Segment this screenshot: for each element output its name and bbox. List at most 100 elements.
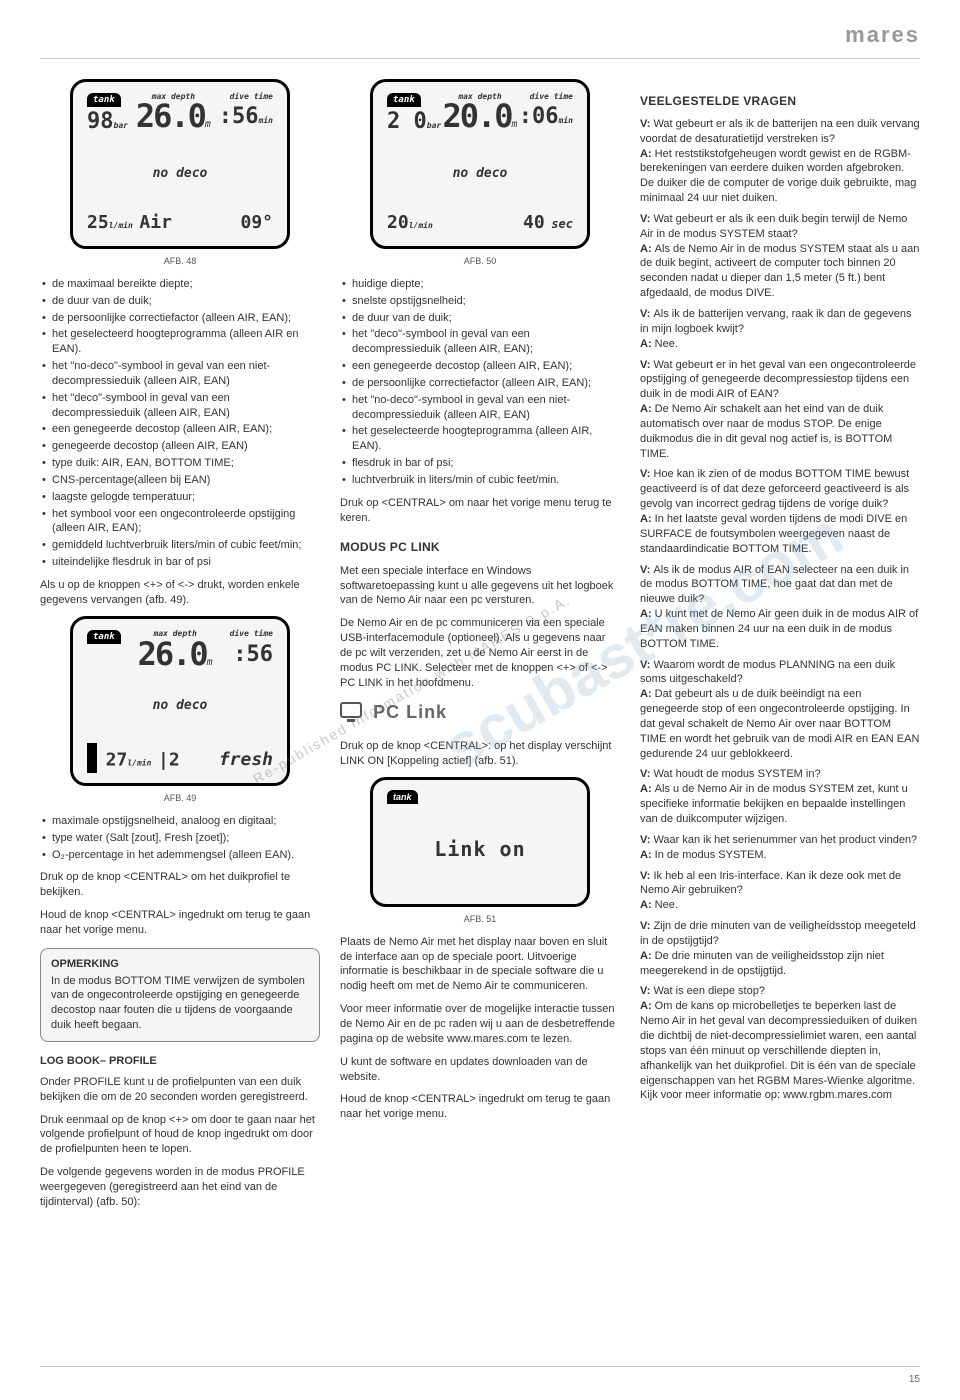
qa-item: V: Hoe kan ik zien of de modus BOTTOM TI… (640, 467, 920, 556)
note-box: OPMERKING In de modus BOTTOM TIME verwij… (40, 948, 320, 1042)
qa-item: V: Ik heb al een Iris-interface. Kan ik … (640, 869, 920, 914)
link-on-text: Link on (387, 836, 573, 863)
lmin-unit: l/min (109, 221, 133, 230)
divetime-value: :06 (519, 104, 559, 129)
paragraph: Houd de knop <CENTRAL> ingedrukt om teru… (40, 908, 320, 938)
list-item: een genegeerde decostop (alleen AIR, EAN… (340, 359, 620, 374)
list-item: type water (Salt [zout], Fresh [zoet]); (40, 831, 320, 846)
tank-label: tank (387, 93, 421, 107)
list-item: laagste gelogde temperatuur; (40, 490, 320, 505)
qa-item: V: Wat gebeurt er in het geval van een o… (640, 358, 920, 462)
list-item: het "deco"-symbool in geval van een deco… (40, 391, 320, 421)
paragraph: Voor meer informatie over de mogelijke i… (340, 1002, 620, 1047)
list-item: het geselecteerde hoogteprogramma (allee… (340, 424, 620, 454)
lmin-value: 27 (106, 749, 128, 770)
slow-icon (87, 743, 97, 773)
list-item: O₂-percentage in het ademmengsel (alleen… (40, 848, 320, 863)
column-3: VEELGESTELDE VRAGEN V: Wat gebeurt er al… (640, 79, 920, 1218)
qa-item: V: Waarom wordt de modus PLANNING na een… (640, 658, 920, 762)
list-item: genegeerde decostop (alleen AIR, EAN) (40, 439, 320, 454)
list-item: het "no-deco"-symbool in geval van een n… (340, 393, 620, 423)
lmin-value: 25 (87, 212, 109, 233)
air-text: Air (139, 212, 172, 233)
divetime-value: :56 (219, 104, 259, 129)
qa-item: V: Wat gebeurt er als ik een duik begin … (640, 212, 920, 301)
list-item: het geselecteerd hoogteprogramma (alleen… (40, 327, 320, 357)
paragraph: Als u op de knoppen <+> of <-> drukt, wo… (40, 578, 320, 608)
divetime-label: dive time (219, 92, 273, 103)
note-title: OPMERKING (51, 957, 309, 972)
sec-value: 40 (523, 212, 545, 233)
content-columns: tank 98bar max depth 26.0m dive time :56… (40, 79, 920, 1218)
list-item: flesdruk in bar of psi; (340, 456, 620, 471)
list-item: huidige diepte; (340, 277, 620, 292)
faq-title: VEELGESTELDE VRAGEN (640, 93, 920, 109)
qa-item: V: Wat is een diepe stop?A: Om de kans o… (640, 984, 920, 1103)
fresh-text: fresh (219, 748, 273, 772)
qa-item: V: Als ik de modus AIR of EAN selecteer … (640, 563, 920, 652)
tank-label: tank (387, 790, 418, 804)
tank-label: tank (87, 93, 121, 107)
paragraph: Met een speciale interface en Windows so… (340, 564, 620, 609)
lmin-unit: l/min (409, 221, 433, 230)
nodeco-text: no deco (87, 165, 273, 183)
pclink-icon-row: PC Link (340, 700, 620, 729)
paragraph: Druk eenmaal op de knop <+> om door te g… (40, 1113, 320, 1158)
list-item: gemiddeld luchtverbruik liters/min of cu… (40, 538, 320, 553)
device-screen-49: tank max depth 26.0m dive time :56 no de… (70, 616, 290, 786)
list-item: de duur van de duik; (340, 311, 620, 326)
device-screen-51: tank Link on (370, 777, 590, 907)
paragraph: Onder PROFILE kunt u de profielpunten va… (40, 1075, 320, 1105)
figure-label-50: AFB. 50 (340, 255, 620, 267)
list-item: het "no-deco"-symbool in geval van een n… (40, 359, 320, 389)
figure-label-51: AFB. 51 (340, 913, 620, 925)
page-footer: 15 (40, 1366, 920, 1387)
qa-item: V: Wat houdt de modus SYSTEM in?A: Als u… (640, 767, 920, 826)
bullet-list-2: maximale opstijgsnelheid, analoog en dig… (40, 814, 320, 863)
list-item: uiteindelijke flesdruk in bar of psi (40, 555, 320, 570)
mid-value: |2 (158, 749, 180, 770)
qa-item: V: Wat gebeurt er als ik de batterijen n… (640, 117, 920, 206)
bar-value: 98 (87, 109, 114, 134)
paragraph: De volgende gegevens worden in de modus … (40, 1165, 320, 1210)
paragraph: U kunt de software en updates downloaden… (340, 1055, 620, 1085)
list-item: het symbool voor een ongecontroleerde op… (40, 507, 320, 537)
bullet-list-3: huidige diepte; snelste opstijgsnelheid;… (340, 277, 620, 488)
logbook-profile-title: LOG BOOK– PROFILE (40, 1054, 320, 1069)
qa-item: V: Als ik de batterijen vervang, raak ik… (640, 307, 920, 352)
temp-value: 09° (240, 211, 273, 235)
list-item: een genegeerde decostop (alleen AIR, EAN… (40, 422, 320, 437)
monitor-icon (340, 702, 366, 729)
paragraph: De Nemo Air en de pc communiceren via ee… (340, 616, 620, 690)
list-item: CNS-percentage(alleen bij EAN) (40, 473, 320, 488)
qa-container: V: Wat gebeurt er als ik de batterijen n… (640, 117, 920, 1103)
list-item: luchtverbruik in liters/min of cubic fee… (340, 473, 620, 488)
tank-label: tank (87, 630, 121, 644)
qa-item: V: Waar kan ik het serienummer van het p… (640, 833, 920, 863)
nodeco-text: no deco (87, 697, 273, 715)
maxdepth-value: 20.0 (442, 97, 511, 135)
paragraph: Druk op <CENTRAL> om naar het vorige men… (340, 496, 620, 526)
pclink-heading: PC Link (373, 702, 447, 722)
list-item: de persoonlijke correctiefactor (alleen … (40, 311, 320, 326)
divetime-value: :56 (233, 642, 273, 667)
list-item: de persoonlijke correctiefactor (alleen … (340, 376, 620, 391)
maxdepth-value: 26.0 (136, 97, 205, 135)
column-2: tank 2 0bar max depth 20.0m dive time :0… (340, 79, 620, 1218)
qa-item: V: Zijn de drie minuten van de veilighei… (640, 919, 920, 978)
nodeco-text: no deco (387, 165, 573, 183)
figure-label-49: AFB. 49 (40, 792, 320, 804)
bullet-list-1: de maximaal bereikte diepte; de duur van… (40, 277, 320, 570)
paragraph: Houd de knop <CENTRAL> ingedrukt om teru… (340, 1092, 620, 1122)
list-item: de duur van de duik; (40, 294, 320, 309)
paragraph: Druk op de knop <CENTRAL> om het duikpro… (40, 870, 320, 900)
divetime-label: dive time (230, 629, 273, 640)
sec-unit: sec (551, 217, 573, 231)
figure-label-48: AFB. 48 (40, 255, 320, 267)
maxdepth-value: 26.0 (138, 635, 207, 673)
maxdepth-unit: m (512, 119, 518, 130)
maxdepth-unit: m (205, 119, 211, 130)
lmin-value: 20 (387, 212, 409, 233)
paragraph: Druk op de knop <CENTRAL>: op het displa… (340, 739, 620, 769)
divetime-unit: min (259, 116, 273, 125)
